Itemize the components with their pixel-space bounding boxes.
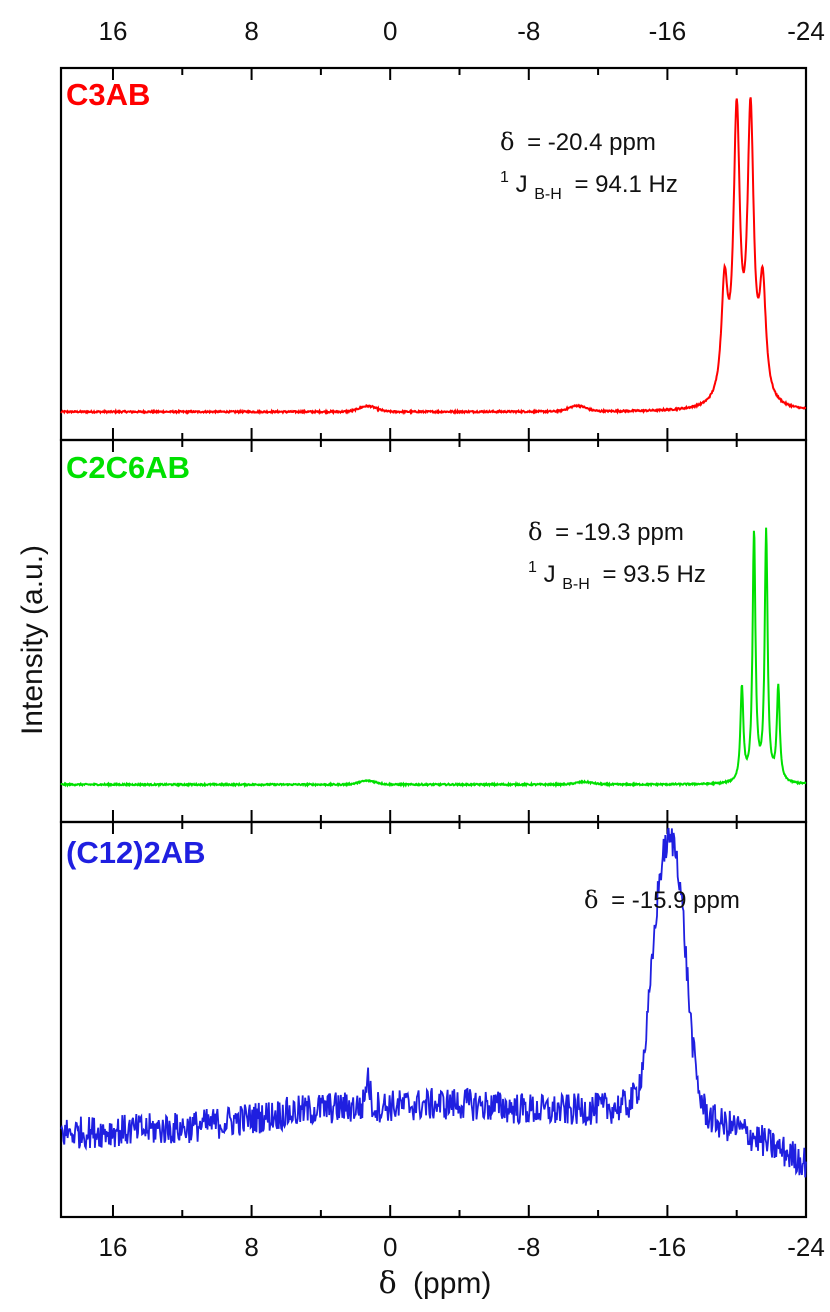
spectrum-line [60,827,807,1178]
top-x-tick-label: -24 [787,16,825,46]
x-axis-title: δ (ppm) [379,1266,492,1301]
panel-c3ab: C3AB δ = -20.4 ppm 1 J B-H = 94.1 Hz [59,66,808,442]
spectrum-line [60,97,807,416]
delta-symbol: δ [528,518,542,546]
coupling-subscript: B-H [562,576,590,593]
top-x-tick-label: -16 [649,16,687,46]
bottom-x-tick-label: -16 [649,1232,687,1262]
coupling-j: J [516,171,528,198]
spectrum-line [60,527,807,789]
y-axis-title: Intensity (a.u.) [16,545,49,735]
top-x-tick-labels: 16 8 0 -8 -16 -24 [99,16,825,46]
bottom-x-tick-labels: 16 8 0 -8 -16 -24 [99,1232,825,1262]
shift-value: = -19.3 ppm [555,519,684,546]
shift-value: = -20.4 ppm [527,129,656,156]
top-x-tick-label: 16 [99,16,128,46]
coupling-value: = 93.5 Hz [602,561,705,588]
x-axis-unit: (ppm) [413,1267,491,1300]
bottom-x-tick-label: 8 [244,1232,258,1262]
coupling-j: J [544,561,556,588]
top-x-tick-label: 0 [383,16,397,46]
coupling-value: = 94.1 Hz [574,171,677,198]
bottom-x-tick-label: 0 [383,1232,397,1262]
delta-symbol: δ [584,886,598,914]
bottom-x-tick-label: -8 [517,1232,540,1262]
panel-frame [59,820,808,1219]
shift-value: = -15.9 ppm [611,887,740,914]
bottom-x-tick-label: 16 [99,1232,128,1262]
panel-label: (C12)2AB [66,835,206,870]
coupling-annotation: 1 J B-H = 94.1 Hz [500,161,678,205]
panel-c12-2ab: (C12)2AB δ = -15.9 ppm [59,820,808,1219]
panel-label: C2C6AB [66,450,190,485]
panel-label: C3AB [66,77,150,112]
panel-frame [59,66,808,442]
top-x-tick-label: -8 [517,16,540,46]
coupling-superscript: 1 [500,169,509,186]
top-x-tick-label: 8 [244,16,258,46]
coupling-subscript: B-H [534,186,562,203]
delta-symbol: δ [500,128,514,156]
chemical-shift-annotation: δ = -20.4 ppm [500,128,656,156]
chemical-shift-annotation: δ = -15.9 ppm [584,886,740,914]
chemical-shift-annotation: δ = -19.3 ppm [528,518,684,546]
panel-ticks [111,822,807,1217]
coupling-superscript: 1 [528,559,537,576]
bottom-x-tick-label: -24 [787,1232,825,1262]
panel-ticks [111,440,807,822]
x-axis-delta-symbol: δ [379,1266,397,1301]
coupling-annotation: 1 J B-H = 93.5 Hz [528,551,706,595]
panel-frame [59,438,808,824]
panel-c2c6ab: C2C6AB δ = -19.3 ppm 1 J B-H = 93.5 Hz [59,438,808,824]
panel-ticks [111,68,807,440]
